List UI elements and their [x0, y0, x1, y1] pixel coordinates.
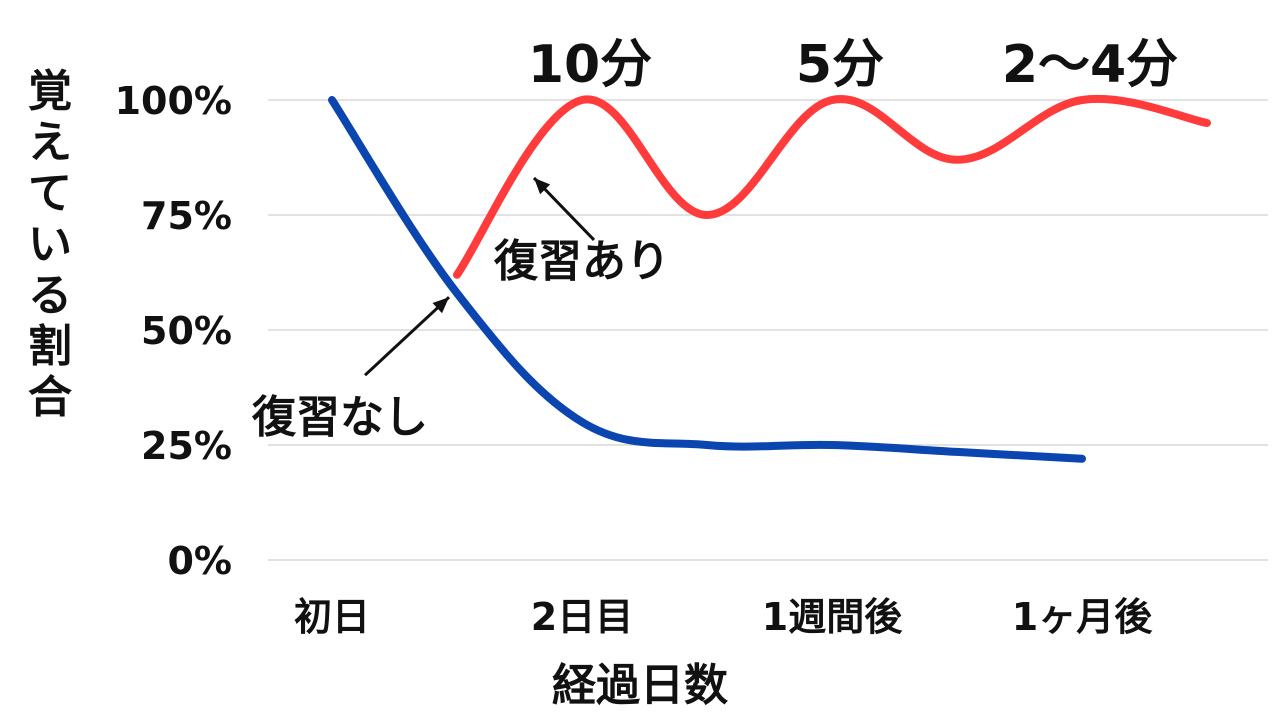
no-review-line — [328, 96, 1086, 463]
review-time-annotations: 10分 5分 2〜4分 — [528, 35, 1178, 95]
review-time-note: 2〜4分 — [1002, 35, 1178, 95]
y-tick-label: 25% — [141, 424, 232, 468]
x-axis-title: 経過日数 — [552, 660, 728, 711]
annotation-arrows — [363, 176, 596, 377]
x-tick-label: 2日目 — [531, 595, 633, 639]
y-tick-label: 50% — [141, 309, 232, 353]
y-axis-title: 覚えている割合 — [28, 66, 72, 423]
gridlines — [268, 99, 1268, 561]
review-line — [453, 94, 1211, 279]
review-time-note: 10分 — [528, 35, 652, 95]
series-lines — [328, 94, 1211, 463]
series-labels: 復習なし 復習あり — [251, 236, 670, 443]
y-tick-labels: 0% 25% 50% 75% 100% — [115, 79, 232, 583]
y-tick-label: 100% — [115, 79, 232, 123]
no-review-label: 復習なし — [251, 392, 428, 443]
review-arrow — [532, 176, 596, 241]
y-tick-label: 0% — [167, 539, 232, 583]
no-review-arrow — [363, 296, 451, 377]
x-tick-labels: 初日 2日目 1週間後 1ヶ月後 — [294, 595, 1153, 639]
review-time-note: 5分 — [796, 35, 884, 95]
x-tick-label: 1ヶ月後 — [1012, 595, 1153, 639]
review-label: 復習あり — [493, 236, 670, 287]
axis-titles: 経過日数 覚えている割合 — [28, 66, 728, 711]
y-tick-label: 75% — [141, 194, 232, 238]
x-tick-label: 初日 — [294, 595, 370, 639]
x-tick-label: 1週間後 — [762, 595, 903, 639]
